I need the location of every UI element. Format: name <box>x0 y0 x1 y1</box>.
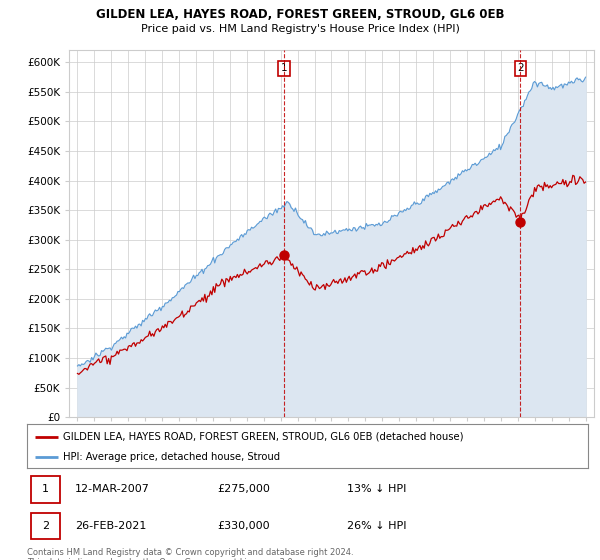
Text: 1: 1 <box>42 484 49 494</box>
Text: £275,000: £275,000 <box>218 484 271 494</box>
Text: Price paid vs. HM Land Registry's House Price Index (HPI): Price paid vs. HM Land Registry's House … <box>140 24 460 34</box>
Text: £330,000: £330,000 <box>218 521 271 531</box>
Text: GILDEN LEA, HAYES ROAD, FOREST GREEN, STROUD, GL6 0EB: GILDEN LEA, HAYES ROAD, FOREST GREEN, ST… <box>96 8 504 21</box>
FancyBboxPatch shape <box>31 512 59 539</box>
FancyBboxPatch shape <box>31 476 59 503</box>
Text: Contains HM Land Registry data © Crown copyright and database right 2024.
This d: Contains HM Land Registry data © Crown c… <box>27 548 353 560</box>
Text: 26% ↓ HPI: 26% ↓ HPI <box>347 521 406 531</box>
Text: HPI: Average price, detached house, Stroud: HPI: Average price, detached house, Stro… <box>64 452 281 462</box>
Text: 2: 2 <box>517 63 524 73</box>
Text: 12-MAR-2007: 12-MAR-2007 <box>74 484 149 494</box>
Text: 2: 2 <box>42 521 49 531</box>
Text: 1: 1 <box>281 63 287 73</box>
Text: 13% ↓ HPI: 13% ↓ HPI <box>347 484 406 494</box>
Text: 26-FEB-2021: 26-FEB-2021 <box>74 521 146 531</box>
Text: GILDEN LEA, HAYES ROAD, FOREST GREEN, STROUD, GL6 0EB (detached house): GILDEN LEA, HAYES ROAD, FOREST GREEN, ST… <box>64 432 464 441</box>
